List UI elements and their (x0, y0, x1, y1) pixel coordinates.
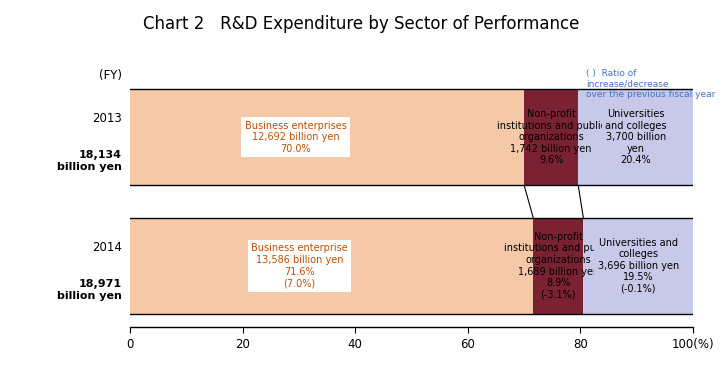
Bar (130, 218, 533, 314)
Text: Business enterprises
12,692 billion yen
70.0%: Business enterprises 12,692 billion yen … (245, 121, 347, 154)
Text: (FY): (FY) (98, 69, 121, 82)
Text: 18,134
billion yen: 18,134 billion yen (56, 151, 121, 172)
Text: ( )  Ratio of
increase/decrease
over the previous fiscal year: ( ) Ratio of increase/decrease over the … (586, 69, 716, 99)
Text: Universities
and colleges
3,700 billion
yen
20.4%: Universities and colleges 3,700 billion … (605, 109, 666, 166)
Text: Chart 2   R&D Expenditure by Sector of Performance: Chart 2 R&D Expenditure by Sector of Per… (143, 15, 579, 33)
Text: Universities and
colleges
3,696 billion yen
19.5%
(-0.1%): Universities and colleges 3,696 billion … (598, 238, 679, 294)
Bar (533, 218, 583, 314)
Text: Business enterprise
13,586 billion yen
71.6%
(7.0%): Business enterprise 13,586 billion yen 7… (251, 243, 348, 288)
Bar (583, 218, 693, 314)
Text: 18,971
billion yen: 18,971 billion yen (56, 279, 121, 301)
Bar (578, 89, 693, 185)
Text: Non-profit
institutions and public
organizations
1,689 billion yen
8.9%
(-3.1%): Non-profit institutions and public organ… (504, 232, 613, 300)
Bar (130, 89, 524, 185)
Text: 2014: 2014 (92, 241, 121, 253)
Bar (524, 89, 578, 185)
Text: 2013: 2013 (92, 112, 121, 125)
Text: Non-profit
institutions and public
organizations
1,742 billion yen
9.6%: Non-profit institutions and public organ… (497, 109, 606, 166)
